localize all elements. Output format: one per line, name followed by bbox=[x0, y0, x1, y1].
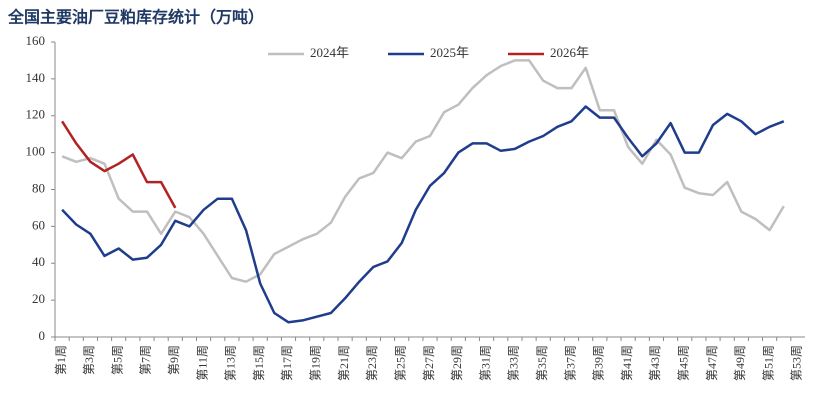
x-tick-label: 第25周 bbox=[393, 345, 407, 381]
y-tick-label: 120 bbox=[26, 107, 46, 122]
y-tick-label: 60 bbox=[32, 217, 45, 232]
legend-label: 2025年 bbox=[430, 45, 469, 60]
x-tick-label: 第53周 bbox=[790, 345, 804, 381]
x-tick-label: 第23周 bbox=[365, 345, 379, 381]
legend-label: 2026年 bbox=[550, 45, 589, 60]
x-tick-label: 第21周 bbox=[337, 345, 351, 381]
x-tick-label: 第15周 bbox=[252, 345, 266, 381]
series-line bbox=[61, 59, 785, 283]
y-tick-label: 160 bbox=[26, 33, 46, 48]
legend-label: 2024年 bbox=[310, 45, 349, 60]
x-tick-label: 第3周 bbox=[82, 345, 96, 375]
y-tick-label: 80 bbox=[32, 180, 45, 195]
x-tick-label: 第11周 bbox=[195, 345, 209, 381]
chart-title: 全国主要油厂豆粕库存统计（万吨） bbox=[7, 8, 264, 27]
y-tick-label: 100 bbox=[26, 144, 46, 159]
x-tick-label: 第45周 bbox=[676, 345, 690, 381]
x-tick-label: 第29周 bbox=[450, 345, 464, 381]
x-tick-label: 第19周 bbox=[309, 345, 323, 381]
x-tick-label: 第31周 bbox=[478, 345, 492, 381]
x-tick-label: 第27周 bbox=[422, 345, 436, 381]
x-tick-label: 第13周 bbox=[224, 345, 238, 381]
x-tick-label: 第39周 bbox=[592, 345, 606, 381]
x-tick-label: 第9周 bbox=[167, 345, 181, 375]
y-tick-label: 40 bbox=[32, 254, 45, 269]
y-tick-label: 140 bbox=[26, 70, 46, 85]
y-tick-label: 0 bbox=[39, 328, 46, 343]
x-tick-label: 第43周 bbox=[648, 345, 662, 381]
x-tick-label: 第35周 bbox=[535, 345, 549, 381]
x-tick-label: 第51周 bbox=[761, 345, 775, 381]
x-tick-label: 第47周 bbox=[705, 345, 719, 381]
y-tick-label: 20 bbox=[32, 291, 45, 306]
x-tick-label: 第5周 bbox=[110, 345, 124, 375]
x-tick-label: 第37周 bbox=[563, 345, 577, 381]
series-line bbox=[61, 120, 177, 209]
x-tick-label: 第33周 bbox=[507, 345, 521, 381]
x-tick-label: 第41周 bbox=[620, 345, 634, 381]
x-tick-label: 第49周 bbox=[733, 345, 747, 381]
series-line bbox=[61, 105, 785, 324]
x-tick-label: 第1周 bbox=[54, 345, 68, 375]
x-tick-label: 第7周 bbox=[139, 345, 153, 375]
x-tick-label: 第17周 bbox=[280, 345, 294, 381]
